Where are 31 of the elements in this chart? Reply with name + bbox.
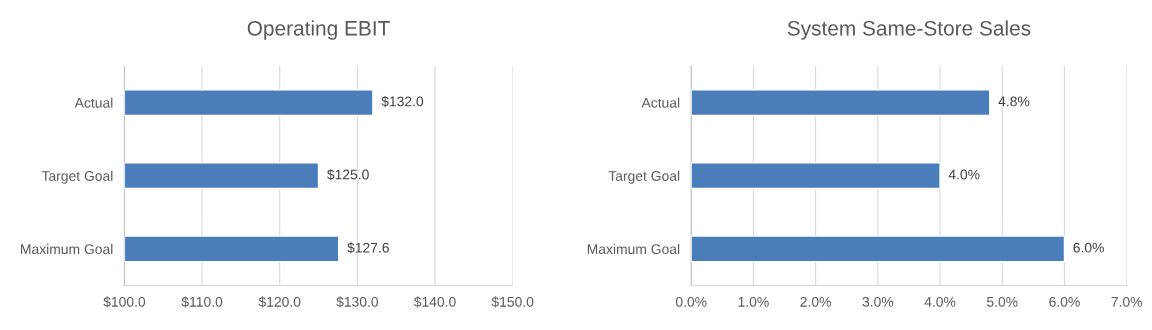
x-tick-label: 3.0%	[862, 296, 894, 307]
data-label: 6.0%	[1073, 242, 1104, 253]
y-tick-label: Target Goal	[41, 170, 113, 184]
x-tick-label: 6.0%	[1049, 296, 1080, 307]
x-tick-label: 4.0%	[924, 296, 956, 307]
x-tick-label: 5.0%	[986, 296, 1018, 307]
y-tick-label: Maximum Goal	[21, 243, 113, 255]
x-tick-label: $100.0	[103, 296, 146, 308]
chart-title: System Same-Store Sales	[787, 20, 1031, 40]
y-tick-label: Actual	[74, 97, 113, 108]
data-label: 4.8%	[998, 96, 1030, 107]
bar	[691, 89, 991, 117]
x-tick-label: $140.0	[413, 296, 456, 308]
data-label: 4.0%	[948, 169, 980, 180]
x-tick-label: 2.0%	[800, 296, 831, 307]
data-label: $132.0	[381, 95, 424, 108]
x-tick-label: $130.0	[336, 296, 379, 308]
y-tick-label: Actual	[641, 97, 680, 108]
y-tick-label: Maximum Goal	[587, 243, 680, 255]
x-tick-label: $120.0	[258, 296, 301, 308]
x-tick-label: $110.0	[181, 296, 223, 308]
x-tick-label: 0.0%	[675, 296, 707, 307]
bar	[691, 162, 941, 190]
data-label: $127.6	[347, 242, 389, 254]
x-tick-label: $150.0	[491, 296, 534, 308]
x-tick-label: 1.0%	[738, 296, 769, 307]
y-tick-label: Target Goal	[608, 170, 680, 184]
x-tick-label: 7.0%	[1111, 296, 1142, 307]
data-label: $125.0	[327, 169, 369, 181]
bar	[691, 235, 1066, 263]
chart-title: Operating EBIT	[247, 20, 390, 40]
